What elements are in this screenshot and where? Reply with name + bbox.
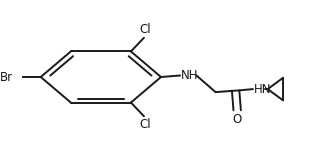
Text: Cl: Cl <box>140 23 151 36</box>
Text: HN: HN <box>254 83 271 96</box>
Text: NH: NH <box>180 69 198 82</box>
Text: O: O <box>232 113 242 126</box>
Text: Cl: Cl <box>140 118 151 131</box>
Text: Br: Br <box>0 71 13 83</box>
